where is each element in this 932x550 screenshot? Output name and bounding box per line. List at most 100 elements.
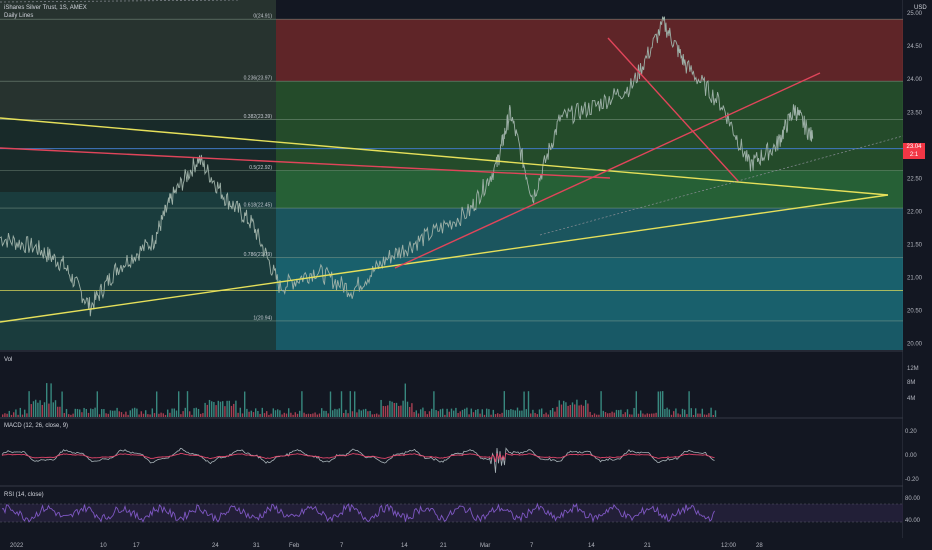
volume-bar [314,412,316,417]
volume-bar [147,414,149,417]
volume-bar [274,410,277,417]
volume-bar [134,407,136,417]
volume-bar [290,412,292,417]
volume-bar [684,409,686,417]
volume-bar [87,412,90,417]
volume-bar [446,408,448,417]
volume-bar [558,400,560,417]
y-tick-label: 22.50 [907,176,923,182]
volume-bar [620,409,622,417]
volume-bar [582,405,585,417]
macd-tick-label: -0.20 [905,477,919,483]
volume-bar [651,413,653,417]
volume-bar [481,409,483,417]
volume-bar [492,409,494,417]
volume-bar [283,412,285,417]
volume-bar [52,402,54,417]
volume-bar [514,410,516,417]
volume-bar [351,411,354,417]
volume-bar [37,402,39,417]
volume-bar [615,409,618,417]
volume-bar [666,407,668,417]
fib-label: 0.5(22.92) [249,165,272,171]
volume-bar [494,414,497,417]
volume-bar [508,410,510,417]
volume-bar [382,405,384,417]
volume-bar [215,405,217,417]
y-tick-label: 20.00 [907,341,923,347]
volume-bar [675,408,677,417]
volume-bar [578,405,580,417]
x-tick-label: 17 [133,543,140,549]
x-tick-label: 2022 [10,543,24,549]
volume-bar [428,411,431,417]
volume-bar [213,401,215,417]
y-tick-label: 22.00 [907,209,923,215]
red-resistance-line [0,147,611,179]
volume-bar [479,413,481,417]
volume-bar [501,412,503,417]
volume-bar [24,409,26,417]
price-axis[interactable]: 25.0024.5024.0023.5023.0022.5022.0021.50… [903,0,932,550]
x-tick-label: 31 [253,543,260,549]
y-tick-label: 20.50 [907,308,923,314]
volume-bar [655,412,657,417]
volume-bar [200,413,202,417]
volume-bar [303,412,305,417]
volume-bar [459,411,461,417]
volume-bar [292,414,294,417]
volume-bar [664,409,666,417]
macd-tick-label: 0.00 [905,453,917,459]
volume-bar [417,413,420,417]
volume-bar [43,402,46,417]
volume-bar [442,408,444,417]
fibonacci-zones [276,19,903,350]
volume-bar [54,400,57,417]
time-axis[interactable]: 2022 10 17 24 31 Feb 7 14 21 Mar 7 14 21 12:00 28 [0,538,932,550]
volume-bar [455,407,457,417]
volume-bar [648,413,651,417]
volume-bar [336,409,338,417]
volume-bar [525,409,527,417]
volume-bar [189,411,191,417]
volume-bar [624,412,626,417]
y-tick-label: 25.00 [907,11,923,17]
symbol-title[interactable]: iShares Silver Trust, 1S, AMEX [4,5,87,11]
volume-bar [400,405,402,417]
volume-bar [345,409,347,417]
volume-bar [272,408,274,417]
volume-bar [688,391,690,417]
volume-bar [186,391,189,417]
volume-bar [2,414,4,417]
volume-bar [224,406,226,417]
volume-bar [626,409,629,417]
volume-bar [602,410,604,417]
volume-bar [219,401,222,417]
rsi-line [1,502,715,524]
volume-bar [497,413,499,417]
volume-bar [156,391,158,417]
volume-bar [549,410,552,417]
volume-bar [228,400,230,417]
x-tick-label: 12:00 [721,543,737,549]
volume-bar [125,411,127,417]
volume-bar [642,413,644,417]
fib-zone-bottom [276,320,903,350]
descending-trendline [0,117,889,196]
volume-bar [699,413,701,417]
volume-bar [114,410,116,417]
volume-bar [103,409,105,417]
red-rising-line [394,72,821,269]
volume-bar [604,412,607,417]
volume-bar [26,413,28,417]
volume-bar [571,402,574,417]
volume-bar [391,401,393,417]
volume-bar [347,413,349,417]
volume-bar [367,411,369,417]
indicator-label: Daily Lines [4,13,34,19]
volume-bar [510,409,512,417]
volume-bar [426,414,428,417]
y-tick-label: 24.00 [907,77,923,83]
volume-bar [250,410,252,417]
volume-bar [670,414,673,417]
